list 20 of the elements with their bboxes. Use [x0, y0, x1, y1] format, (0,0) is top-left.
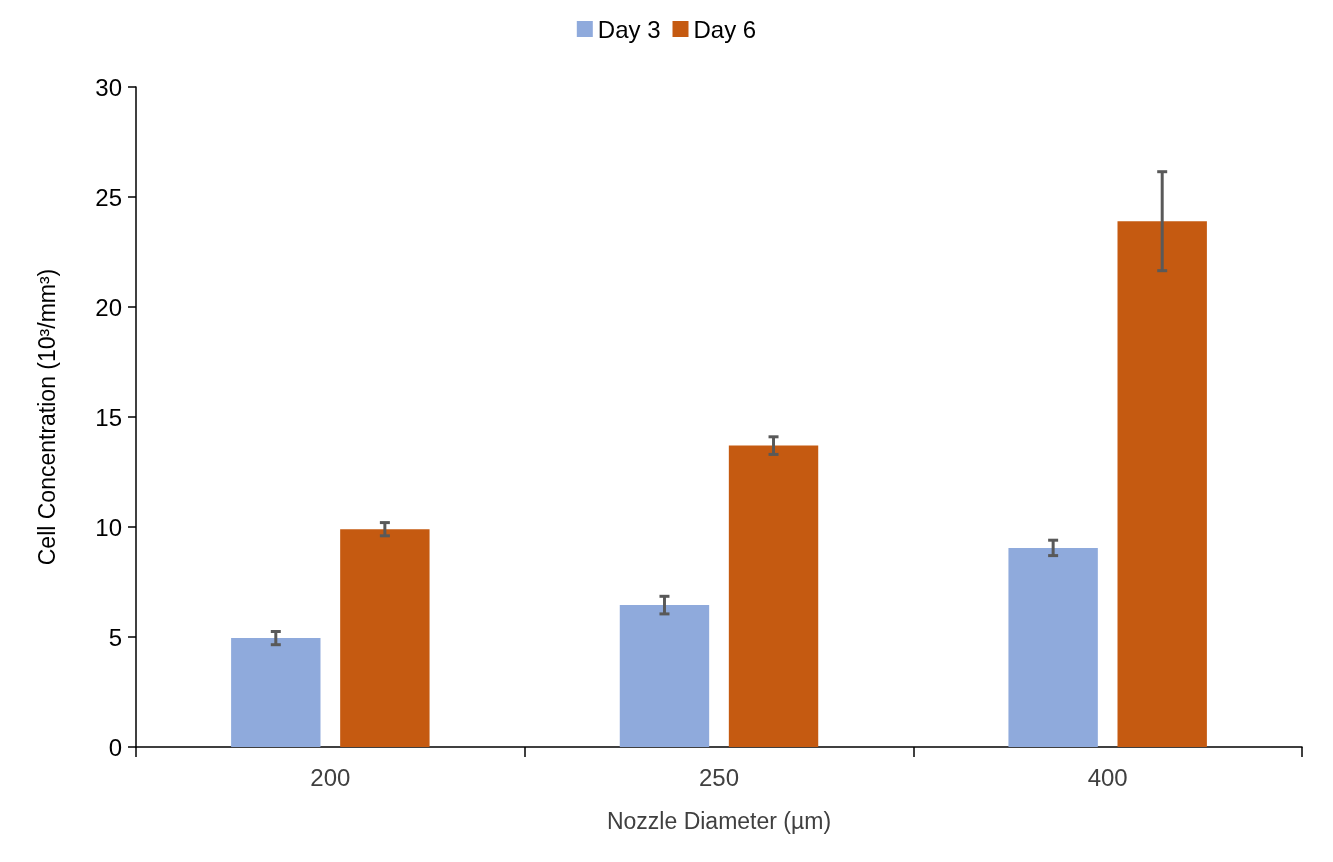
- bar: [340, 529, 430, 747]
- y-tick-label: 20: [95, 293, 122, 321]
- y-axis-title: Cell Concentration (10³/mm³): [33, 268, 60, 566]
- x-tick-label: 250: [698, 763, 740, 791]
- bar: [1008, 547, 1098, 747]
- legend-label: Day 3: [597, 15, 661, 43]
- bar: [728, 445, 819, 747]
- bar: [231, 638, 321, 747]
- bar: [619, 605, 710, 747]
- y-tick-label: 5: [108, 623, 122, 651]
- legend-label: Day 6: [693, 15, 757, 43]
- x-axis-title: Nozzle Diameter (µm): [606, 807, 832, 834]
- y-tick-label: 10: [95, 513, 122, 541]
- y-tick-label: 15: [95, 403, 122, 431]
- x-tick-label: 200: [310, 763, 351, 791]
- y-tick-label: 0: [108, 733, 122, 761]
- x-tick-label: 400: [1087, 763, 1128, 791]
- bar: [1117, 221, 1207, 747]
- y-tick-label: 30: [95, 73, 122, 101]
- y-tick-label: 25: [95, 183, 122, 211]
